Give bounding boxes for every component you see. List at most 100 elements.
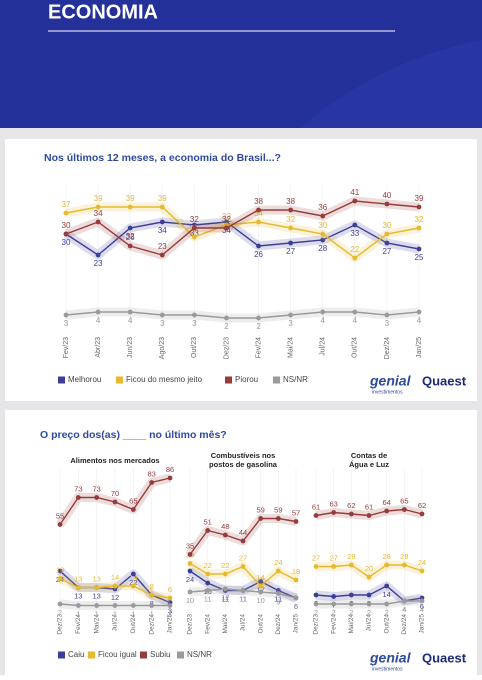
data-point <box>313 564 319 569</box>
data-point <box>240 564 246 569</box>
data-point <box>256 243 261 249</box>
data-point <box>130 507 136 512</box>
data-label: 39 <box>415 194 424 203</box>
data-point <box>331 594 337 599</box>
panel-title: Alimentos nos mercados <box>70 456 159 465</box>
data-label: 28 <box>347 552 355 561</box>
data-label: 11 <box>239 594 247 603</box>
data-label: 30 <box>318 221 327 230</box>
data-point <box>57 601 63 607</box>
card-2 <box>5 410 477 675</box>
x-tick-label: Dez/23 <box>223 337 230 359</box>
brand-partner: Quaest <box>422 373 467 388</box>
data-point <box>130 571 136 577</box>
data-point <box>331 601 337 607</box>
x-tick-label: Mai/24 <box>348 614 355 634</box>
legend-label: Ficou do mesmo jeito <box>126 375 203 384</box>
data-point <box>258 516 264 521</box>
data-label: 41 <box>350 188 359 197</box>
data-point <box>352 309 358 315</box>
x-tick-label: Fev/24 <box>330 614 337 634</box>
legend-swatch <box>58 376 65 384</box>
data-label: 6 <box>420 602 424 611</box>
data-point <box>320 213 326 219</box>
data-point <box>187 589 193 595</box>
data-point <box>57 576 63 581</box>
data-label: 10 <box>256 596 264 605</box>
data-point <box>222 532 228 538</box>
data-label: 32 <box>222 215 231 224</box>
data-label: 12 <box>111 593 119 602</box>
legend-label: Subiu <box>150 650 170 659</box>
data-point <box>366 601 372 607</box>
data-point <box>384 231 390 237</box>
data-point <box>366 592 372 598</box>
data-label: 48 <box>221 522 229 531</box>
data-point <box>205 580 211 586</box>
data-point <box>149 603 155 608</box>
card-1 <box>5 139 477 401</box>
x-tick-label: Abr/23 <box>95 337 102 358</box>
data-label: 27 <box>329 553 337 562</box>
legend-label: Melhorou <box>68 375 101 384</box>
data-label: 27 <box>239 553 247 562</box>
legend-swatch <box>225 376 232 384</box>
data-point <box>416 246 422 252</box>
data-label: 37 <box>62 200 71 209</box>
data-point <box>127 243 133 249</box>
data-point <box>384 201 390 207</box>
data-label: 4 <box>402 605 406 614</box>
x-tick-label: Jul/24 <box>320 337 327 356</box>
data-point <box>258 583 264 589</box>
data-point <box>288 240 294 246</box>
data-label: 38 <box>254 197 263 206</box>
panel-title: postos de gasolina <box>209 460 278 469</box>
data-label: 2 <box>314 608 318 617</box>
data-label: 23 <box>94 259 103 268</box>
data-label: 32 <box>286 215 295 224</box>
data-label: 34 <box>158 226 167 235</box>
data-label: 24 <box>186 575 194 584</box>
data-label: 32 <box>190 215 199 224</box>
data-point <box>130 603 136 608</box>
x-tick-label: Dez/24 <box>401 614 408 635</box>
data-point <box>95 309 101 315</box>
data-point <box>256 207 261 213</box>
series-line <box>65 311 420 319</box>
data-point <box>191 234 197 240</box>
data-point <box>416 225 422 231</box>
data-point <box>288 207 294 213</box>
data-point <box>149 592 155 598</box>
chart-title: Nos últimos 12 meses, a economia do Bras… <box>44 152 281 164</box>
data-label: 24 <box>274 558 282 567</box>
data-point <box>401 598 407 604</box>
data-label: 30 <box>62 221 71 230</box>
data-label: 30 <box>62 238 71 247</box>
data-point <box>384 562 390 568</box>
data-point <box>416 204 422 210</box>
data-label: 34 <box>254 209 263 218</box>
data-label: 2 <box>385 608 389 617</box>
data-point <box>293 577 299 583</box>
data-point <box>94 585 100 590</box>
data-point <box>384 508 390 514</box>
brand-name: genial <box>369 373 412 389</box>
data-label: 2 <box>58 608 62 617</box>
data-point <box>63 210 69 216</box>
x-tick-label: Out/24 <box>257 614 264 634</box>
data-label: 61 <box>312 502 320 511</box>
panel-title: Combustíveis nos <box>211 451 276 460</box>
data-label: 40 <box>382 191 391 200</box>
data-label: 27 <box>312 553 320 562</box>
data-label: 39 <box>94 194 103 203</box>
data-point <box>112 583 118 589</box>
data-label: 38 <box>286 197 295 206</box>
x-tick-label: Jan/25 <box>416 337 423 358</box>
data-point <box>313 601 319 607</box>
data-label: 2 <box>332 608 336 617</box>
data-label: 1 <box>150 609 154 618</box>
data-label: 32 <box>126 232 135 241</box>
data-label: 4 <box>420 605 424 614</box>
data-point <box>275 568 281 574</box>
data-point <box>240 588 246 593</box>
